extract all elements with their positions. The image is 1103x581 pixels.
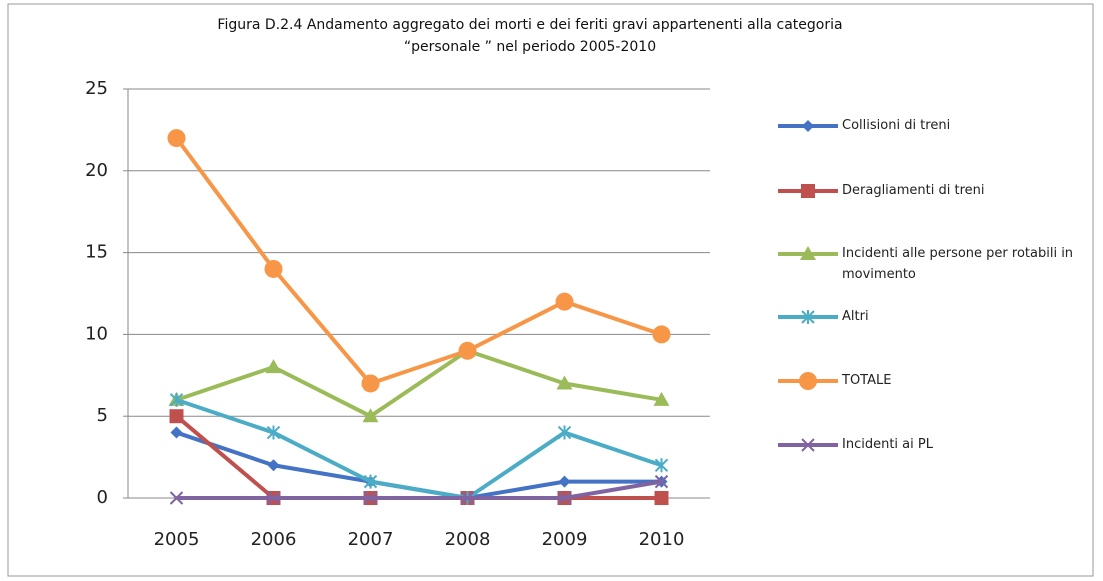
legend-label: Altri xyxy=(842,309,869,324)
marker xyxy=(267,459,280,472)
marker xyxy=(362,408,379,423)
chart-title-box: Figura D.2.4 Andamento aggregato dei mor… xyxy=(120,14,940,58)
x-tick-label: 2005 xyxy=(154,529,200,550)
y-tick-label: 25 xyxy=(85,78,108,99)
x-tick-label: 2007 xyxy=(348,529,394,550)
marker xyxy=(557,425,572,440)
series-line xyxy=(175,348,662,419)
marker xyxy=(458,341,477,360)
marker xyxy=(555,292,574,311)
marker xyxy=(167,129,186,148)
marker xyxy=(801,184,815,198)
series-line xyxy=(174,136,663,386)
marker xyxy=(361,374,380,393)
marker xyxy=(654,474,669,489)
series-line xyxy=(175,397,663,500)
marker xyxy=(460,491,475,505)
marker xyxy=(652,325,671,344)
y-tick-label: 0 xyxy=(97,487,108,508)
marker xyxy=(557,491,572,505)
marker xyxy=(801,310,815,324)
marker xyxy=(169,491,184,505)
x-tick-label: 2009 xyxy=(542,529,588,550)
marker xyxy=(802,120,814,132)
legend-label: Incidenti ai PL xyxy=(842,437,933,452)
y-tick-label: 20 xyxy=(85,160,108,181)
marker xyxy=(264,259,283,278)
marker xyxy=(653,391,670,406)
marker xyxy=(801,438,815,452)
y-tick-label: 5 xyxy=(97,405,108,426)
y-tick-label: 15 xyxy=(85,242,108,263)
y-tick-label: 10 xyxy=(85,323,108,344)
x-tick-label: 2008 xyxy=(445,529,491,550)
marker xyxy=(800,246,816,260)
marker xyxy=(169,392,184,407)
marker xyxy=(799,372,817,390)
legend-label: TOTALE xyxy=(842,373,892,388)
x-tick-label: 2006 xyxy=(251,529,297,550)
chart-title: Figura D.2.4 Andamento aggregato dei mor… xyxy=(217,17,843,55)
marker xyxy=(558,475,571,488)
series-line xyxy=(176,479,662,500)
marker xyxy=(265,359,282,374)
legend-label: Incidenti alle persone per rotabili in m… xyxy=(842,246,1074,282)
marker xyxy=(170,426,183,439)
chart-frame xyxy=(7,3,1094,577)
marker xyxy=(363,491,378,505)
legend-label: Collisioni di treni xyxy=(842,118,951,133)
marker xyxy=(266,425,281,440)
marker xyxy=(556,375,573,390)
marker xyxy=(266,491,281,505)
x-tick-label: 2010 xyxy=(639,529,685,550)
marker xyxy=(169,409,184,424)
marker xyxy=(654,458,669,473)
legend-label: Deragliamenti di treni xyxy=(842,183,985,198)
marker xyxy=(654,491,669,505)
marker xyxy=(363,474,378,489)
